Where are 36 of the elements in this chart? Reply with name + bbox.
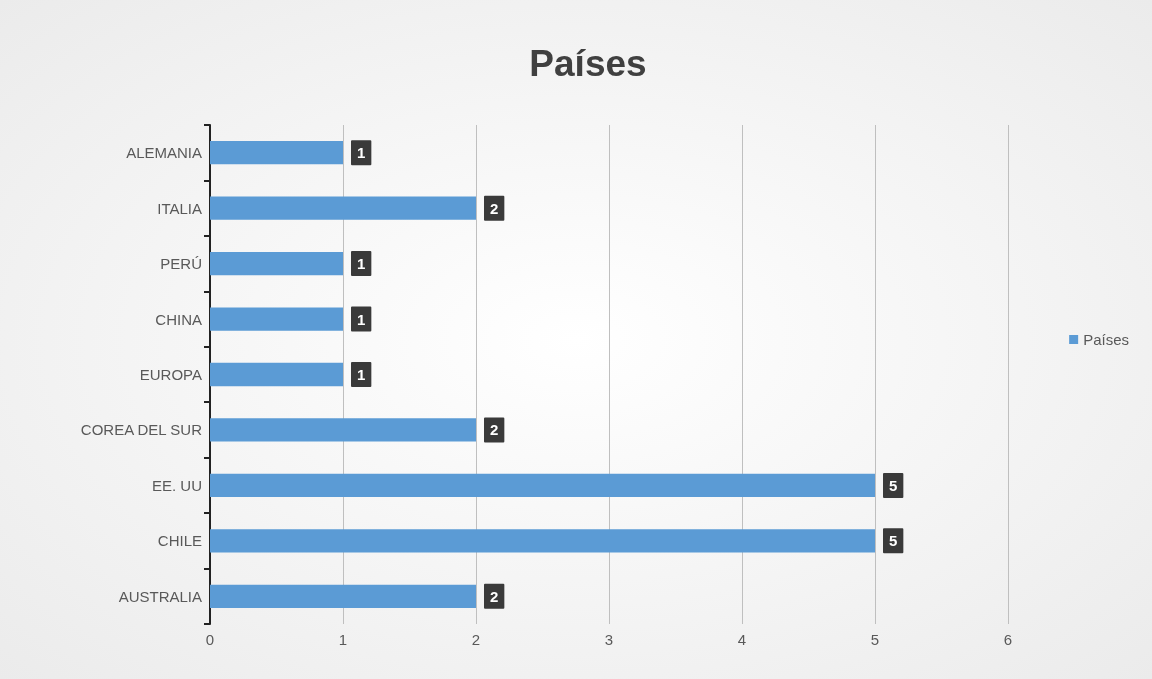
chart-title: Países	[529, 43, 647, 84]
data-label: 5	[889, 476, 898, 494]
x-tick-label: 5	[870, 631, 880, 648]
bar	[210, 196, 476, 220]
bar	[210, 584, 476, 608]
legend-label: Países	[1083, 331, 1129, 348]
y-tick-label: CHILE	[157, 532, 202, 550]
x-tick-label: 3	[604, 631, 614, 648]
bar	[210, 251, 343, 276]
y-tick-label: ALEMANIA	[126, 144, 202, 162]
x-tick-label: 6	[1003, 631, 1013, 648]
x-tick-label: 4	[737, 631, 747, 648]
data-label: 2	[490, 199, 499, 217]
y-tick-label: COREA DEL SUR	[80, 421, 203, 439]
bar	[210, 362, 343, 387]
data-label: 2	[490, 587, 499, 605]
data-label: 2	[490, 421, 499, 439]
bar	[210, 529, 875, 553]
y-tick-label: CHINA	[155, 310, 202, 328]
bar	[210, 307, 343, 331]
bar	[210, 473, 875, 498]
bar	[210, 141, 343, 165]
x-tick-label: 2	[471, 631, 481, 648]
data-label: 5	[889, 532, 898, 550]
y-tick-label: EUROPA	[139, 366, 202, 383]
data-label: 1	[357, 144, 366, 162]
data-label: 1	[357, 366, 366, 383]
y-tick-label: AUSTRALIA	[118, 587, 202, 605]
bar	[210, 418, 476, 442]
y-tick-label: PERÚ	[160, 255, 202, 273]
x-tick-label: 0	[205, 631, 215, 648]
y-tick-label: EE. UU	[151, 476, 202, 494]
data-label: 1	[357, 310, 366, 328]
y-tick-label: ITALIA	[157, 199, 202, 217]
x-tick-label: 1	[338, 631, 348, 648]
data-label: 1	[357, 255, 366, 273]
